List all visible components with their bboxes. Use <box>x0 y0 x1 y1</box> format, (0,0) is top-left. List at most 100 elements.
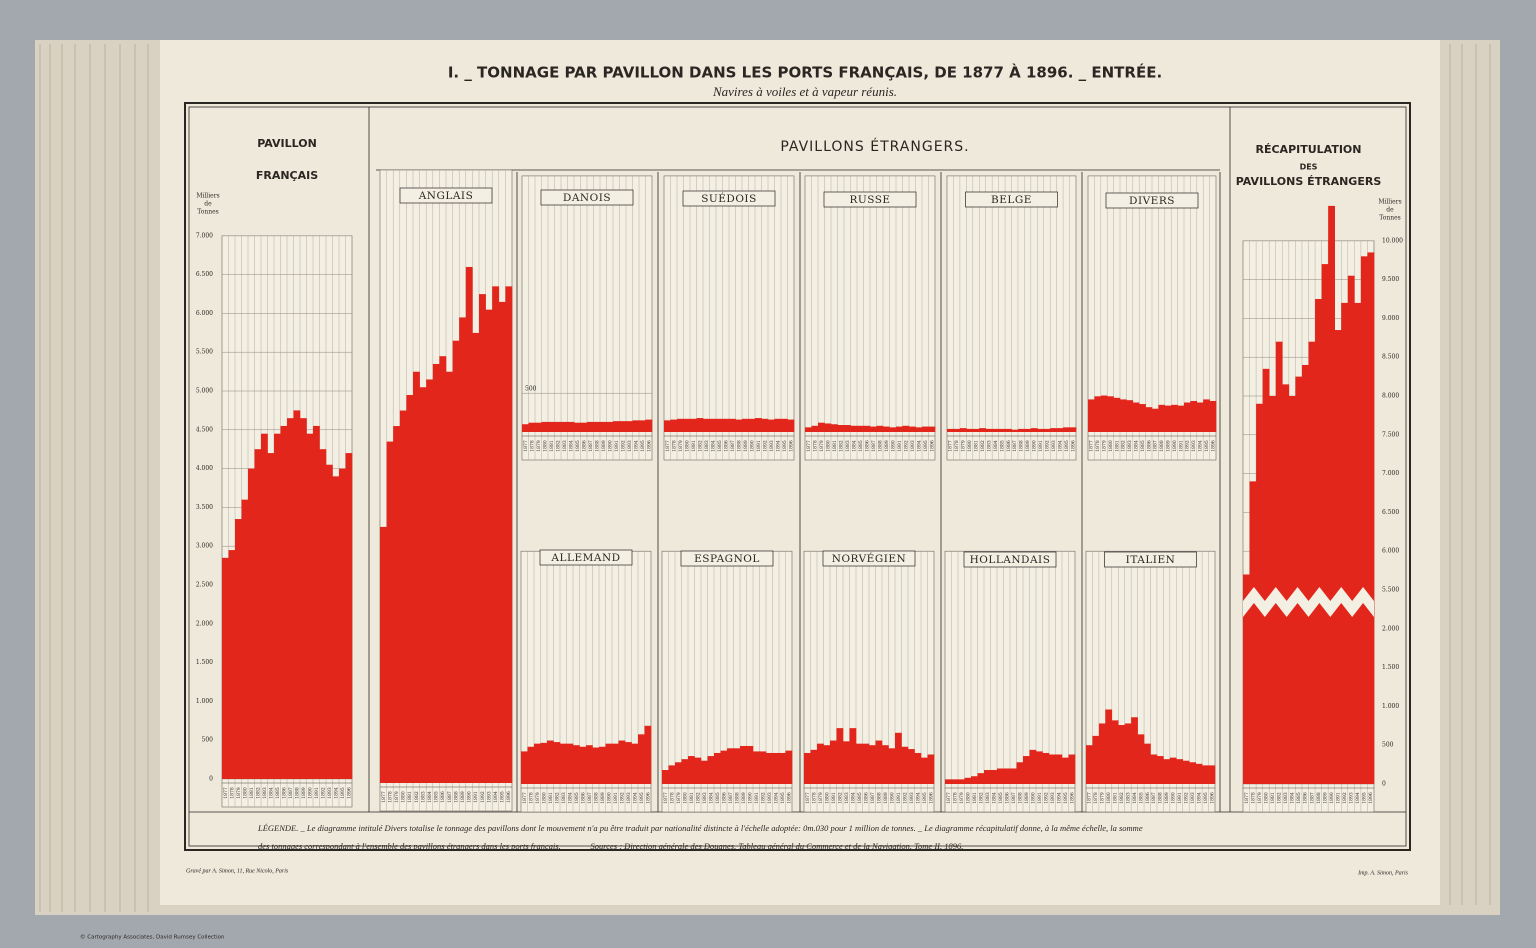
x-tick-label: 1886 <box>281 787 287 799</box>
x-tick-label: 1878 <box>1250 792 1256 804</box>
bar <box>985 428 993 432</box>
x-tick-label: 1882 <box>838 440 844 452</box>
bar <box>1275 341 1283 784</box>
bar <box>1169 757 1177 784</box>
bar <box>1256 403 1263 784</box>
x-tick-label: 1885 <box>1138 792 1144 804</box>
x-tick-label: 1884 <box>851 440 857 452</box>
bar <box>1100 395 1108 432</box>
bar <box>1050 428 1057 432</box>
bar <box>1113 397 1121 432</box>
x-tick-label: 1888 <box>734 792 740 804</box>
x-tick-label: 1894 <box>333 787 339 799</box>
x-tick-label: 1879 <box>819 440 825 452</box>
bar <box>670 419 678 432</box>
x-tick-label: 1877 <box>665 440 671 452</box>
bar <box>843 741 850 784</box>
x-tick-label: 1896 <box>1069 792 1075 804</box>
bar <box>1086 745 1093 784</box>
bar <box>541 421 549 432</box>
x-tick-label: 1889 <box>741 792 747 804</box>
x-tick-label: 1886 <box>863 792 869 804</box>
bar <box>1243 574 1250 784</box>
x-tick-label: 1890 <box>747 792 753 804</box>
bar <box>1208 765 1216 784</box>
bar <box>235 519 242 779</box>
bar <box>1176 759 1184 784</box>
x-tick-label: 1878 <box>671 440 677 452</box>
bar <box>1262 368 1270 784</box>
x-tick-label: 1881 <box>249 787 255 799</box>
x-tick-label: 1891 <box>314 787 320 799</box>
x-tick-label: 1893 <box>767 792 773 804</box>
x-tick-label: 1894 <box>1057 440 1063 452</box>
y-tick-label: 9.000 <box>1382 315 1399 322</box>
x-tick-label: 1883 <box>704 440 710 452</box>
bar <box>1177 405 1185 432</box>
x-tick-label: 1886 <box>723 440 729 452</box>
bar <box>850 425 858 432</box>
x-tick-label: 1887 <box>1012 440 1018 452</box>
bar <box>1156 756 1164 784</box>
x-tick-label: 1884 <box>993 440 999 452</box>
bar <box>727 748 734 784</box>
y-tick-label: 2.000 <box>196 620 213 627</box>
x-tick-label: 1888 <box>294 787 300 799</box>
x-tick-label: 1880 <box>967 440 973 452</box>
bar <box>326 464 333 779</box>
bar <box>280 425 288 779</box>
x-tick-label: 1890 <box>467 791 473 803</box>
x-tick-label: 1894 <box>1355 792 1361 804</box>
bar <box>574 422 581 432</box>
x-tick-label: 1896 <box>1209 792 1215 804</box>
x-tick-label: 1886 <box>580 792 586 804</box>
x-tick-label: 1896 <box>645 792 651 804</box>
x-tick-label: 1884 <box>268 787 274 799</box>
x-tick-label: 1887 <box>1309 792 1315 804</box>
bar <box>254 449 262 779</box>
x-tick-label: 1891 <box>1177 792 1183 804</box>
x-tick-label: 1893 <box>769 440 775 452</box>
x-tick-label: 1877 <box>523 440 529 452</box>
bar <box>701 760 708 784</box>
panel-title: DANOIS <box>563 192 611 204</box>
x-tick-label: 1886 <box>1004 792 1010 804</box>
bar <box>748 418 756 432</box>
x-tick-label: 1895 <box>782 440 788 452</box>
bar <box>1295 376 1303 784</box>
bar <box>675 762 682 784</box>
x-tick-label: 1884 <box>1132 792 1138 804</box>
x-tick-label: 1883 <box>1127 440 1133 452</box>
x-tick-label: 1890 <box>1032 440 1038 452</box>
bar <box>528 422 536 432</box>
bar <box>287 418 294 779</box>
bar <box>1049 754 1056 784</box>
x-tick-label: 1881 <box>691 440 697 452</box>
bar <box>1126 400 1134 432</box>
panel-title: ITALIEN <box>1126 554 1176 566</box>
bar <box>703 418 710 432</box>
x-tick-label: 1890 <box>307 787 313 799</box>
bar <box>1182 760 1190 784</box>
x-tick-label: 1881 <box>407 791 413 803</box>
x-tick-label: 1877 <box>1087 792 1093 804</box>
bar <box>869 745 876 784</box>
x-tick-label: 1888 <box>876 792 882 804</box>
x-tick-label: 1896 <box>788 440 794 452</box>
y-axis-label: Milliers <box>1378 199 1401 206</box>
x-tick-label: 1883 <box>262 787 268 799</box>
x-tick-label: 1877 <box>663 792 669 804</box>
bar <box>1010 768 1017 784</box>
bar <box>1189 762 1196 784</box>
bar <box>992 428 999 432</box>
bar <box>662 770 669 784</box>
bar <box>261 433 268 779</box>
x-tick-label: 1885 <box>717 440 723 452</box>
panel-label-box <box>823 191 917 208</box>
page-edges <box>39 44 1491 912</box>
bar <box>683 418 691 432</box>
y-tick-label: 4.000 <box>196 465 213 472</box>
bar <box>547 740 554 784</box>
bar <box>1150 754 1158 784</box>
bar <box>432 363 440 783</box>
